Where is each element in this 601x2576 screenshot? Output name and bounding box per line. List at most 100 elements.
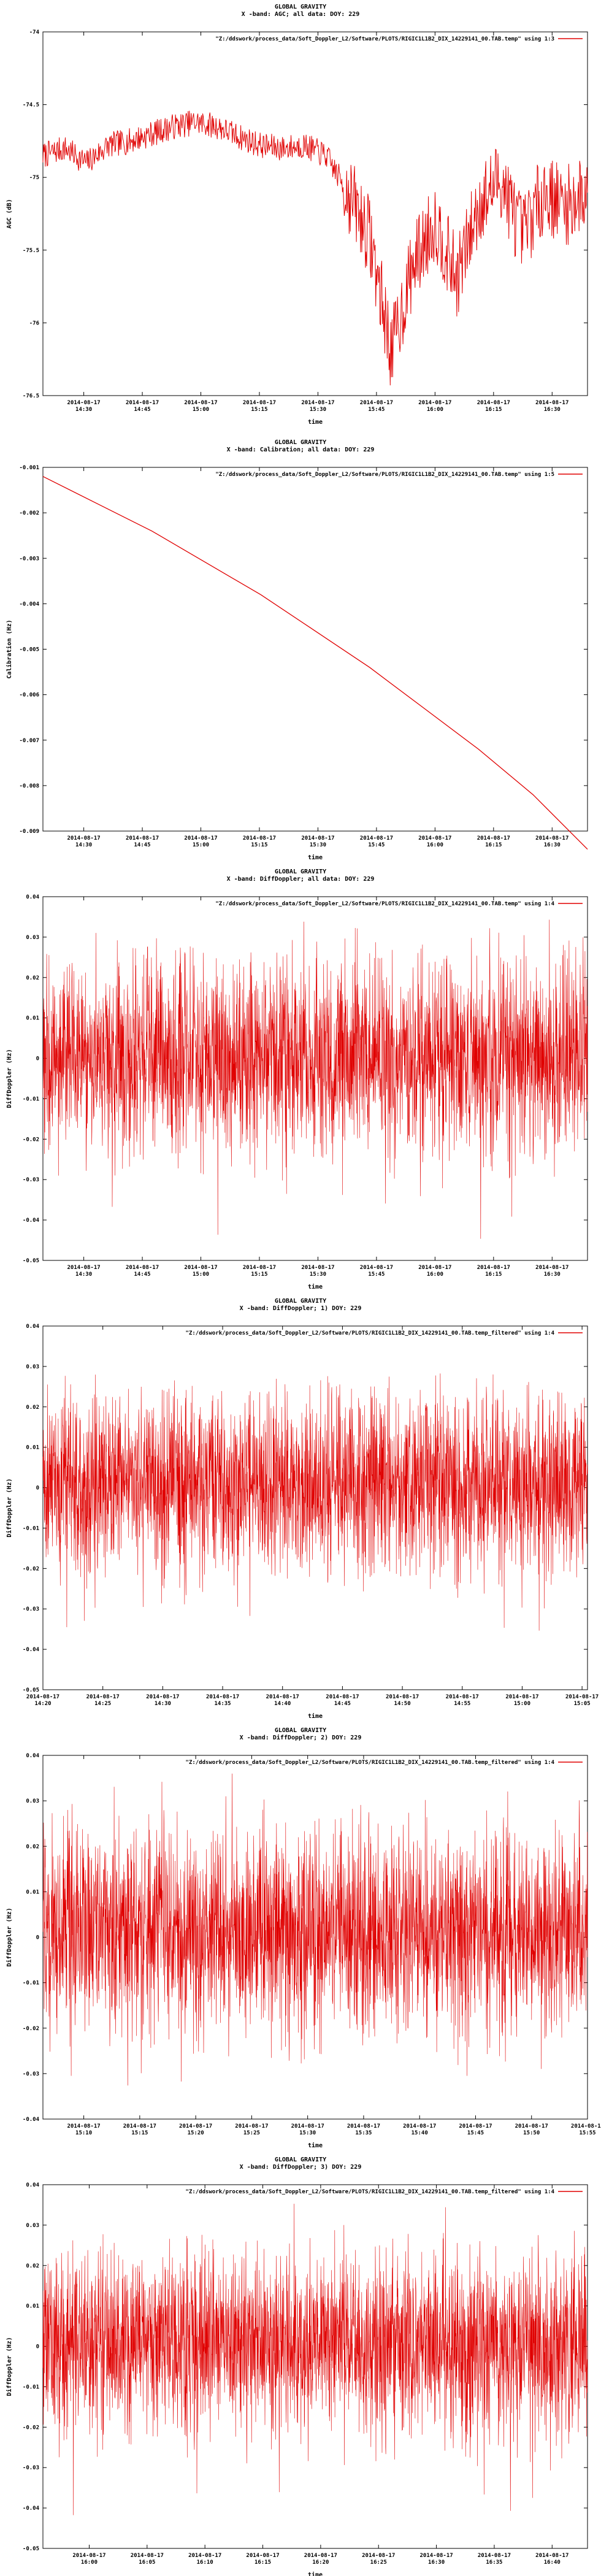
y-tick-label: -0.007 bbox=[19, 738, 39, 744]
x-axis-label: time bbox=[308, 1712, 323, 1720]
x-tick-label: 2014-08-17 14:30 bbox=[67, 400, 101, 413]
y-tick-label: -0.01 bbox=[23, 1525, 39, 1531]
series-line bbox=[42, 1773, 588, 2086]
x-tick-label: 2014-08-17 15:15 bbox=[243, 400, 276, 413]
series-line bbox=[42, 1373, 588, 1631]
chart-subtitle: X -band: DiffDoppler; 1) DOY: 229 bbox=[240, 1305, 362, 1312]
y-tick-label: -0.03 bbox=[23, 2071, 39, 2077]
y-tick-label: 0.02 bbox=[26, 1405, 39, 1411]
plot-frame bbox=[42, 1325, 588, 1690]
y-tick-label: -0.02 bbox=[23, 2425, 39, 2431]
x-tick-label: 2014-08-17 16:30 bbox=[535, 835, 568, 848]
y-tick-label: 0.01 bbox=[26, 2304, 39, 2310]
x-tick-label: 2014-08-17 14:30 bbox=[146, 1694, 179, 1707]
x-tick-label: 2014-08-17 16:30 bbox=[535, 400, 568, 413]
x-tick-label: 2014-08-17 14:20 bbox=[26, 1694, 59, 1707]
y-tick-label: -0.004 bbox=[19, 601, 39, 607]
y-tick-label: -0.008 bbox=[19, 783, 39, 789]
x-tick-label: 2014-08-17 16:00 bbox=[72, 2553, 105, 2566]
x-tick-label: 2014-08-17 14:55 bbox=[446, 1694, 479, 1707]
y-tick-label: -0.005 bbox=[19, 647, 39, 653]
y-tick-label: -0.003 bbox=[19, 556, 39, 562]
x-tick-label: 2014-08-17 14:40 bbox=[266, 1694, 299, 1707]
chart-title: GLOBAL GRAVITY bbox=[275, 1298, 326, 1305]
x-tick-label: 2014-08-17 16:15 bbox=[477, 835, 510, 848]
y-tick-label: -0.04 bbox=[23, 1217, 40, 1224]
x-tick-label: 2014-08-17 15:30 bbox=[291, 2123, 324, 2136]
x-tick-label: 2014-08-17 15:05 bbox=[565, 1694, 599, 1707]
x-axis-label: time bbox=[308, 2142, 323, 2149]
x-tick-label: 2014-08-17 15:00 bbox=[184, 1265, 217, 1278]
y-tick-label: -0.002 bbox=[19, 510, 39, 516]
y-tick-label: -74.5 bbox=[23, 102, 39, 109]
y-axis-label: DiffDoppler (Hz) bbox=[6, 1049, 13, 1108]
y-tick-label: 0.04 bbox=[26, 1324, 39, 1330]
y-axis-label: AGC (dB) bbox=[6, 199, 13, 228]
chart-title: GLOBAL GRAVITY bbox=[275, 868, 326, 875]
x-axis-label: time bbox=[308, 854, 323, 861]
x-tick-label: 2014-08-17 15:10 bbox=[67, 2123, 101, 2136]
y-tick-label: -0.04 bbox=[23, 1647, 40, 1653]
y-axis-label: Calibration (Hz) bbox=[6, 619, 13, 678]
legend-label: "Z:/ddswork/process_data/Soft_Doppler_L2… bbox=[186, 1330, 555, 1336]
x-tick-label: 2014-08-17 15:00 bbox=[184, 835, 217, 848]
x-tick-label: 2014-08-17 15:45 bbox=[459, 2123, 492, 2136]
x-tick-label: 2014-08-17 15:20 bbox=[179, 2123, 212, 2136]
x-tick-label: 2014-08-17 15:55 bbox=[571, 2123, 601, 2136]
y-tick-label: -0.02 bbox=[23, 1566, 39, 1572]
y-tick-label: -76 bbox=[29, 320, 39, 326]
chart-title: GLOBAL GRAVITY bbox=[275, 439, 326, 446]
x-tick-label: 2014-08-17 15:15 bbox=[243, 835, 276, 848]
x-tick-label: 2014-08-17 16:20 bbox=[304, 2553, 337, 2566]
y-tick-label: -0.03 bbox=[23, 2465, 39, 2471]
x-tick-label: 2014-08-17 16:00 bbox=[418, 400, 451, 413]
y-tick-label: -0.001 bbox=[19, 465, 39, 471]
y-tick-label: -0.04 bbox=[23, 2505, 40, 2512]
y-tick-label: 0.04 bbox=[26, 1753, 39, 1759]
x-tick-label: 2014-08-17 15:15 bbox=[123, 2123, 156, 2136]
x-tick-label: 2014-08-17 16:00 bbox=[418, 835, 451, 848]
y-tick-label: -0.01 bbox=[23, 1980, 39, 1987]
chart-subtitle: X -band: Calibration; all data: DOY: 229 bbox=[227, 446, 375, 453]
y-tick-label: 0.04 bbox=[26, 894, 39, 900]
x-tick-label: 2014-08-17 15:15 bbox=[243, 1265, 276, 1278]
y-tick-label: -0.05 bbox=[23, 2546, 39, 2552]
y-tick-label: -0.03 bbox=[23, 1606, 39, 1612]
chart-subtitle: X -band: DiffDoppler; all data: DOY: 229 bbox=[227, 875, 375, 883]
y-tick-label: 0.01 bbox=[26, 1889, 39, 1895]
x-tick-label: 2014-08-17 14:30 bbox=[67, 1265, 101, 1278]
x-tick-label: 2014-08-17 16:15 bbox=[477, 400, 510, 413]
y-tick-label: -75.5 bbox=[23, 248, 39, 254]
x-tick-label: 2014-08-17 15:00 bbox=[184, 400, 217, 413]
y-tick-label: -0.04 bbox=[23, 2117, 40, 2123]
y-tick-label: 0.03 bbox=[26, 1364, 39, 1370]
y-tick-label: -0.006 bbox=[19, 692, 39, 699]
chart-title: GLOBAL GRAVITY bbox=[275, 2156, 326, 2163]
x-tick-label: 2014-08-17 16:15 bbox=[477, 1265, 510, 1278]
y-axis-label: DiffDoppler (Hz) bbox=[6, 1478, 13, 1537]
x-tick-label: 2014-08-17 15:30 bbox=[301, 400, 334, 413]
x-tick-label: 2014-08-17 16:00 bbox=[418, 1265, 451, 1278]
y-tick-label: 0.03 bbox=[26, 1798, 39, 1804]
series-line bbox=[42, 476, 588, 850]
x-tick-label: 2014-08-17 14:45 bbox=[326, 1694, 359, 1707]
chart-title: GLOBAL GRAVITY bbox=[275, 4, 326, 10]
x-tick-label: 2014-08-17 16:15 bbox=[246, 2553, 279, 2566]
y-axis-label: DiffDoppler (Hz) bbox=[6, 1907, 13, 1966]
y-tick-label: 0.03 bbox=[26, 935, 39, 941]
x-tick-label: 2014-08-17 15:45 bbox=[360, 1265, 393, 1278]
y-tick-label: 0.02 bbox=[26, 2263, 39, 2269]
chart-subtitle: X -band: DiffDoppler; 2) DOY: 229 bbox=[240, 1734, 362, 1741]
x-tick-label: 2014-08-17 15:40 bbox=[403, 2123, 436, 2136]
x-tick-label: 2014-08-17 15:25 bbox=[235, 2123, 268, 2136]
x-tick-label: 2014-08-17 14:45 bbox=[126, 835, 159, 848]
series-line bbox=[42, 2204, 588, 2515]
x-tick-label: 2014-08-17 15:35 bbox=[347, 2123, 380, 2136]
y-tick-label: 0 bbox=[36, 2344, 39, 2350]
legend-label: "Z:/ddswork/process_data/Soft_Doppler_L2… bbox=[215, 900, 554, 907]
x-tick-label: 2014-08-17 14:50 bbox=[386, 1694, 419, 1707]
